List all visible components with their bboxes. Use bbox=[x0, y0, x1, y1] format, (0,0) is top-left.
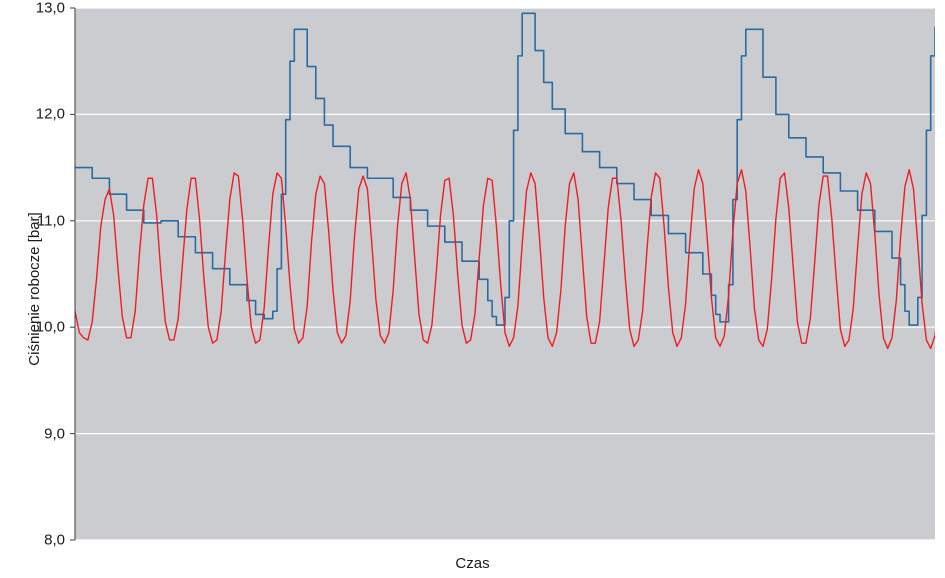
plot-area bbox=[0, 0, 945, 578]
pressure-chart: Ciśnienie robocze [bar] Czas 8,09,010,01… bbox=[0, 0, 945, 578]
